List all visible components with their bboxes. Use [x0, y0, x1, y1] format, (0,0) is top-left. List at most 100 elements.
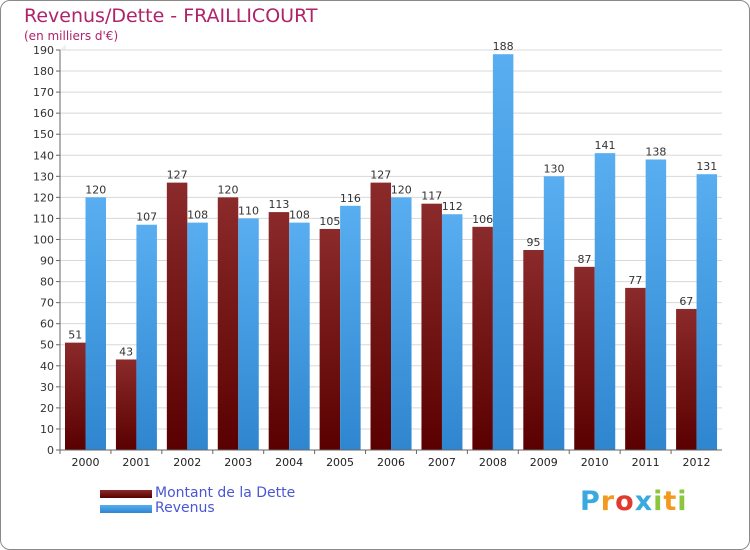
- x-tick-label-2005: 2005: [326, 456, 354, 469]
- bar-revenus-2010: [594, 153, 616, 450]
- bar-dette-2011: [625, 287, 646, 450]
- y-tick-label: 120: [33, 191, 54, 204]
- value-label-dette-2008: 106: [472, 213, 493, 226]
- bar-dette-2012: [676, 308, 697, 450]
- bar-revenus-2002: [187, 222, 208, 450]
- y-tick-label: 0: [47, 444, 54, 457]
- bar-revenus-2009: [543, 176, 565, 450]
- y-tick-label: 100: [33, 233, 54, 246]
- y-tick-label: 170: [33, 86, 54, 99]
- legend-swatch-dette: [100, 490, 152, 498]
- value-label-revenus-2011: 138: [645, 145, 666, 158]
- x-tick-label-2008: 2008: [479, 456, 507, 469]
- value-label-revenus-2010: 141: [594, 139, 615, 152]
- value-label-revenus-2002: 108: [187, 209, 208, 222]
- value-label-dette-2010: 87: [577, 253, 591, 266]
- value-label-revenus-2008: 188: [493, 40, 514, 53]
- legend-label-revenus: Revenus: [155, 500, 215, 516]
- bar-revenus-2003: [238, 218, 259, 450]
- y-tick-label: 30: [40, 381, 54, 394]
- y-tick-label: 10: [40, 423, 54, 436]
- y-tick-label: 60: [40, 318, 54, 331]
- x-tick-label-2000: 2000: [71, 456, 99, 469]
- bar-dette-2000: [65, 342, 86, 450]
- bar-dette-2003: [217, 197, 239, 450]
- bar-revenus-2000: [85, 197, 106, 450]
- bar-revenus-2008: [492, 54, 514, 451]
- bar-revenus-2012: [696, 174, 718, 451]
- value-label-dette-2002: 127: [167, 169, 188, 182]
- value-label-dette-2001: 43: [119, 345, 133, 358]
- chart-subtitle: (en milliers d'€): [24, 29, 119, 43]
- y-tick-label: 130: [33, 170, 54, 183]
- logo-letter: t: [663, 486, 678, 517]
- value-label-dette-2003: 120: [218, 183, 239, 196]
- value-label-dette-2009: 95: [527, 236, 541, 249]
- x-tick-label-2011: 2011: [632, 456, 660, 469]
- value-label-dette-2005: 105: [319, 215, 340, 228]
- bar-revenus-2006: [391, 197, 412, 450]
- value-label-revenus-2004: 108: [289, 209, 310, 222]
- bar-dette-2002: [166, 182, 188, 450]
- bar-revenus-2011: [645, 159, 667, 450]
- y-tick-label: 40: [40, 360, 54, 373]
- bar-dette-2001: [115, 359, 137, 450]
- logo-letter: r: [600, 486, 616, 517]
- y-tick-label: 70: [40, 297, 54, 310]
- value-label-dette-2000: 51: [68, 329, 82, 342]
- y-tick-label: 190: [33, 44, 54, 57]
- y-tick-label: 180: [33, 65, 54, 78]
- y-tick-label: 90: [40, 255, 54, 268]
- value-label-revenus-2001: 107: [136, 211, 157, 224]
- value-label-dette-2006: 127: [370, 169, 391, 182]
- bar-revenus-2001: [136, 224, 157, 450]
- logo-letter: i: [653, 486, 664, 517]
- bar-dette-2009: [523, 250, 544, 450]
- value-label-dette-2007: 117: [421, 190, 442, 203]
- logo-letter: x: [634, 486, 654, 517]
- bar-dette-2010: [574, 266, 595, 450]
- y-tick-label: 160: [33, 107, 54, 120]
- bar-dette-2006: [370, 182, 392, 450]
- bar-dette-2005: [319, 228, 341, 450]
- bars: [65, 54, 718, 451]
- value-label-revenus-2000: 120: [85, 183, 106, 196]
- x-tick-label-2012: 2012: [683, 456, 711, 469]
- y-tick-label: 110: [33, 212, 54, 225]
- bar-revenus-2005: [340, 205, 361, 450]
- proxiti-logo: Proxiti: [580, 486, 688, 517]
- value-label-dette-2012: 67: [679, 295, 693, 308]
- bar-dette-2007: [421, 203, 442, 450]
- x-tick-label-2004: 2004: [275, 456, 303, 469]
- value-label-revenus-2006: 120: [391, 183, 412, 196]
- value-label-dette-2004: 113: [268, 198, 289, 211]
- bar-dette-2008: [472, 226, 493, 450]
- logo-letter: P: [580, 486, 601, 517]
- logo-letter: o: [615, 486, 635, 517]
- x-tick-label-2001: 2001: [122, 456, 150, 469]
- y-tick-label: 20: [40, 402, 54, 415]
- x-tick-label-2009: 2009: [530, 456, 558, 469]
- x-tick-label-2002: 2002: [173, 456, 201, 469]
- x-tick-label-2007: 2007: [428, 456, 456, 469]
- axes: 0 10 20 30 40 50 60 70 80 90 100 110 120 130 140 150 160…: [33, 44, 722, 469]
- value-label-revenus-2009: 130: [544, 162, 565, 175]
- logo-letter: i: [677, 486, 688, 517]
- value-label-dette-2011: 77: [628, 274, 642, 287]
- legend-label-dette: Montant de la Dette: [155, 485, 296, 501]
- bar-dette-2004: [268, 212, 290, 450]
- value-label-revenus-2005: 116: [340, 192, 361, 205]
- y-tick-label: 150: [33, 128, 54, 141]
- chart-title: Revenus/Dette - FRAILLICOURT: [24, 5, 318, 27]
- y-tick-label: 50: [40, 339, 54, 352]
- y-tick-label: 80: [40, 276, 54, 289]
- x-tick-label-2010: 2010: [581, 456, 609, 469]
- value-label-revenus-2003: 110: [238, 204, 259, 217]
- legend-swatch-revenus: [100, 505, 152, 513]
- bar-revenus-2007: [441, 214, 463, 450]
- value-label-revenus-2012: 131: [696, 160, 717, 173]
- bar-revenus-2004: [289, 222, 310, 450]
- value-label-revenus-2007: 112: [442, 200, 463, 213]
